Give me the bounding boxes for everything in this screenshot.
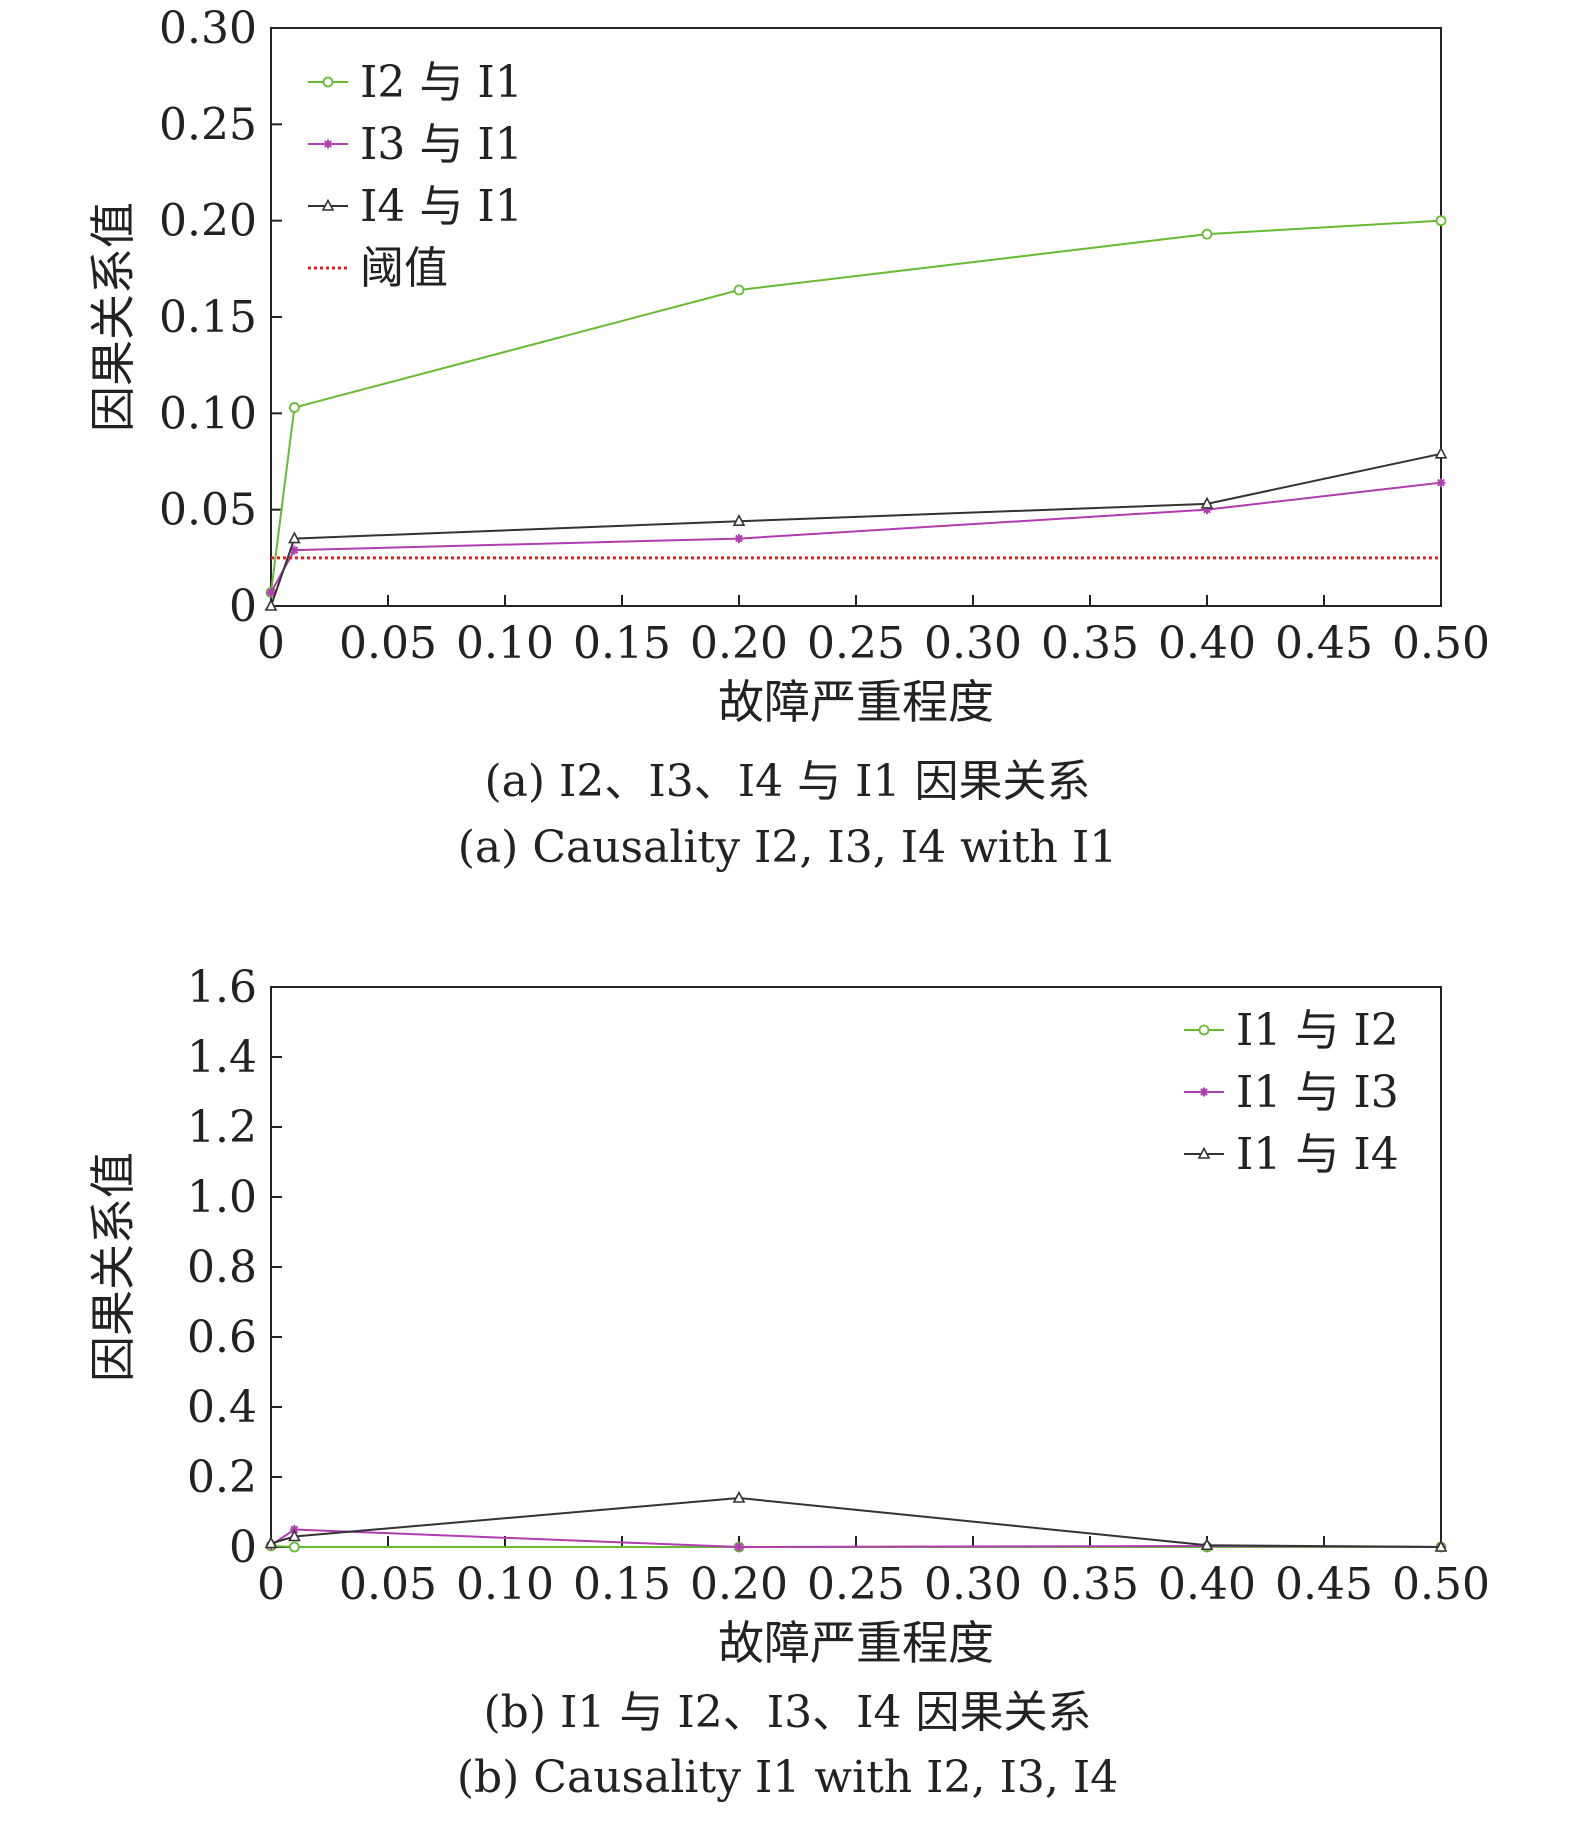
x-tick-label: 0.20 xyxy=(690,1559,788,1610)
x-tick-label: 0.05 xyxy=(339,618,437,669)
x-tick-label: 0.30 xyxy=(924,618,1022,669)
series-2 xyxy=(266,478,1446,598)
y-tick-label: 0.4 xyxy=(187,1382,257,1433)
x-axis-label: 故障严重程度 xyxy=(718,1616,994,1670)
y-tick-label: 0.2 xyxy=(187,1452,257,1503)
x-tick-label: 0.20 xyxy=(690,618,788,669)
y-tick-label: 0.30 xyxy=(159,3,257,54)
caption-b-english: (b) Causality I1 with I2, I3, I4 xyxy=(456,1752,1119,1803)
data-point xyxy=(733,284,745,296)
legend-label: I3 与 I1 xyxy=(360,119,523,170)
x-tick-label: 0.30 xyxy=(924,1559,1022,1610)
plot-frame xyxy=(270,27,1442,607)
x-tick-label: 0.15 xyxy=(573,618,671,669)
data-point xyxy=(732,1490,746,1503)
legend-marker xyxy=(322,76,334,88)
data-point xyxy=(1434,1539,1448,1552)
legend-marker xyxy=(1197,1146,1211,1159)
x-tick-label: 0 xyxy=(257,618,285,669)
caption-a-english: (a) Causality I2, I3, I4 with I1 xyxy=(457,822,1118,873)
data-point xyxy=(266,588,276,598)
x-tick-label: 0.05 xyxy=(339,1559,437,1610)
data-point xyxy=(1202,505,1212,515)
data-point xyxy=(264,598,278,611)
x-tick-label: 0.10 xyxy=(456,1559,554,1610)
x-tick-label: 0.15 xyxy=(573,1559,671,1610)
chart-a: 0 0.05 0.10 0.15 0.20 0.25 0.30 0.35 0.40 0.45 0.5… xyxy=(86,3,1490,729)
data-point xyxy=(1435,215,1447,227)
legend-label: 阈值 xyxy=(360,243,448,294)
data-point xyxy=(1200,1538,1214,1551)
y-axis-label: 因果关系值 xyxy=(86,1152,140,1382)
caption-a-chinese: (a) I2、I3、I4 与 I1 因果关系 xyxy=(484,756,1091,807)
data-point xyxy=(288,531,301,544)
data-point xyxy=(288,402,300,413)
x-tick-label: 0.40 xyxy=(1158,618,1256,669)
y-tick-label: 0.15 xyxy=(159,292,257,343)
legend-marker xyxy=(323,139,333,149)
y-tick-label: 0 xyxy=(229,1522,257,1573)
data-point xyxy=(1434,446,1448,459)
y-tick-label: 0.8 xyxy=(187,1242,257,1293)
series-3 xyxy=(264,1490,1448,1552)
data-point xyxy=(289,545,299,555)
data-point xyxy=(1200,496,1214,509)
legend-label: I1 与 I3 xyxy=(1236,1067,1399,1118)
x-tick-label: 0.40 xyxy=(1158,1559,1256,1610)
series-3 xyxy=(264,446,1448,611)
y-tick-label: 1.6 xyxy=(187,962,257,1013)
y-tick-label: 1.0 xyxy=(187,1172,257,1223)
x-tick-label: 0.25 xyxy=(807,618,905,669)
x-tick-label: 0.10 xyxy=(456,618,554,669)
y-tick-label: 1.4 xyxy=(187,1032,257,1083)
legend: I1 与 I2 I1 与 I3 I1 与 I4 xyxy=(1184,1005,1399,1180)
data-point xyxy=(732,514,746,527)
legend: I2 与 I1 I3 与 I1 I4 与 I1 阈值 xyxy=(308,57,523,294)
x-axis-label: 故障严重程度 xyxy=(718,675,994,729)
legend-marker xyxy=(1199,1087,1209,1097)
y-tick-label: 0 xyxy=(229,581,257,632)
y-tick-label: 0.25 xyxy=(159,99,257,150)
data-point xyxy=(288,1529,301,1542)
caption-b-chinese: (b) I1 与 I2、I3、I4 因果关系 xyxy=(483,1687,1092,1738)
x-tick-label: 0 xyxy=(257,1559,285,1610)
x-tick-label: 0.45 xyxy=(1275,618,1373,669)
legend-label: I2 与 I1 xyxy=(360,57,523,108)
y-tick-label: 0.20 xyxy=(159,196,257,247)
legend-label: I1 与 I4 xyxy=(1236,1129,1399,1180)
data-point xyxy=(1201,228,1213,240)
data-point xyxy=(1436,478,1446,488)
data-point xyxy=(288,1541,300,1553)
y-axis-label: 因果关系值 xyxy=(86,202,140,432)
data-point xyxy=(734,1542,744,1552)
chart-b: 0 0.05 0.10 0.15 0.20 0.25 0.30 0.35 0.40 0.45 0.5… xyxy=(86,962,1490,1670)
x-tick-label: 0.50 xyxy=(1392,1559,1490,1610)
x-tick-label: 0.45 xyxy=(1275,1559,1373,1610)
data-point xyxy=(734,534,744,544)
y-tick-label: 1.2 xyxy=(187,1102,257,1153)
y-tick-label: 0.6 xyxy=(187,1312,257,1363)
x-tick-label: 0.25 xyxy=(807,1559,905,1610)
legend-marker xyxy=(1198,1024,1210,1036)
y-tick-label: 0.10 xyxy=(159,388,257,439)
y-tick-label: 0.05 xyxy=(159,485,257,536)
x-tick-label: 0.50 xyxy=(1392,618,1490,669)
series-line xyxy=(270,481,1442,593)
legend-marker xyxy=(321,198,335,211)
legend-label: I1 与 I2 xyxy=(1236,1005,1399,1056)
legend-label: I4 与 I1 xyxy=(360,181,523,232)
series-line xyxy=(270,452,1442,607)
data-point xyxy=(264,1536,278,1549)
x-tick-label: 0.35 xyxy=(1041,618,1139,669)
x-tick-label: 0.35 xyxy=(1041,1559,1139,1610)
